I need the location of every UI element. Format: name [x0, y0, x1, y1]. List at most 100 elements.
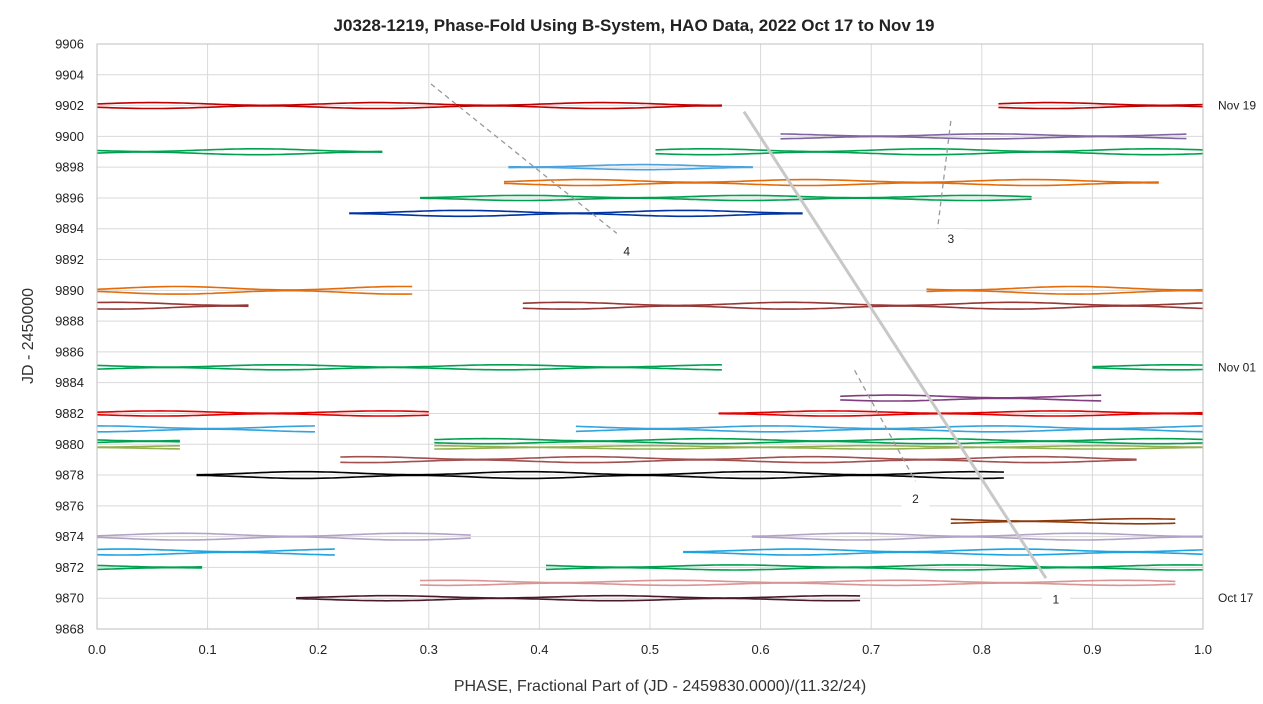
series-strand: [196, 474, 1004, 480]
series-line: [96, 410, 1204, 417]
y-tick-label: 9906: [55, 37, 84, 52]
series-strand: [508, 166, 753, 171]
y-tick-label: 9886: [55, 344, 84, 359]
date-label: Oct 17: [1218, 591, 1254, 605]
series-strand: [1092, 364, 1204, 368]
series-strand: [96, 566, 203, 571]
plot-area: [96, 43, 1204, 630]
series-line: [508, 163, 753, 171]
series-strand: [96, 364, 722, 368]
x-tick-label: 0.0: [88, 642, 106, 657]
series-strand: [296, 594, 861, 599]
x-tick-label: 0.6: [752, 642, 770, 657]
x-tick-label: 0.2: [309, 642, 327, 657]
series-strand: [503, 181, 1159, 187]
series-strand: [340, 459, 1137, 464]
series-strand: [419, 197, 1032, 202]
series-strand: [419, 194, 1032, 199]
series-strand: [96, 536, 471, 541]
y-tick-label: 9892: [55, 252, 84, 267]
x-tick-label: 1.0: [1194, 642, 1212, 657]
series-strand: [575, 428, 1204, 433]
series-line: [419, 579, 1176, 587]
series-line: [96, 564, 1204, 571]
series-strand: [96, 285, 413, 291]
series-line: [340, 455, 1137, 464]
series-strand: [718, 410, 1204, 414]
series-line: [96, 301, 1204, 310]
series-strand: [96, 301, 249, 307]
series-strand: [926, 285, 1204, 291]
series-strand: [683, 548, 1204, 553]
series-strand: [419, 579, 1176, 584]
y-axis-ticks: 9868 9870 9872 9874 9876 9878 9880 9882 9884 9886…: [55, 37, 84, 637]
trend-line-4: [430, 83, 618, 234]
series-line: [296, 594, 861, 602]
series-line: [950, 517, 1176, 525]
annotation-background: [901, 489, 930, 508]
y-tick-label: 9882: [55, 406, 84, 421]
y-tick-label: 9904: [55, 67, 84, 82]
series-line: [419, 194, 1032, 202]
x-tick-label: 0.3: [420, 642, 438, 657]
series-strand: [97, 425, 315, 430]
y-axis-label: JD - 2450000: [20, 288, 37, 384]
series-strand: [545, 566, 1203, 571]
chart-title: J0328-1219, Phase-Fold Using B-System, H…: [334, 16, 935, 35]
series-strand: [655, 151, 1204, 156]
trend-line-3: [936, 120, 952, 229]
x-tick-label: 0.4: [530, 642, 548, 657]
series-strand: [926, 289, 1204, 295]
series-strand: [751, 536, 1204, 541]
annotation-label: 2: [912, 492, 919, 506]
series-strand: [434, 446, 1203, 450]
series-strand: [683, 551, 1204, 556]
series-strand: [655, 148, 1204, 153]
series-strand: [780, 135, 1187, 140]
series-strand: [96, 548, 335, 553]
series-line: [96, 101, 1204, 110]
series-strand: [751, 532, 1204, 538]
series-strand: [96, 366, 722, 371]
series-line: [196, 470, 1004, 480]
x-tick-label: 0.8: [973, 642, 991, 657]
series-line: [840, 394, 1102, 402]
annotation-label: 4: [623, 244, 630, 258]
series-strand: [96, 101, 722, 107]
x-tick-label: 0.1: [199, 642, 217, 657]
series-strand: [434, 440, 1204, 445]
series-strand: [196, 470, 1004, 476]
series-line: [503, 178, 1159, 187]
y-tick-label: 9900: [55, 129, 84, 144]
series-strand: [508, 163, 753, 168]
series-strand: [96, 412, 429, 417]
y-tick-label: 9870: [55, 591, 84, 606]
series-strand: [998, 105, 1204, 110]
series-strand: [96, 151, 383, 156]
gridlines: [96, 43, 1204, 630]
series-strand: [419, 582, 1176, 587]
series-strand: [96, 105, 722, 110]
date-label: Nov 01: [1218, 360, 1256, 374]
annotation-background: [612, 241, 641, 260]
series-strand: [96, 289, 413, 295]
series-strand: [522, 301, 1204, 307]
series-strand: [503, 178, 1159, 184]
series-line: [96, 148, 1204, 156]
x-tick-label: 0.7: [862, 642, 880, 657]
series-strand: [950, 520, 1176, 525]
series-strand: [545, 564, 1204, 568]
y-tick-label: 9884: [55, 375, 84, 390]
series-strand: [96, 148, 383, 153]
series-line: [349, 209, 803, 218]
series-strand: [96, 446, 180, 450]
series-line: [780, 133, 1187, 140]
trend-line-1: [742, 110, 1048, 580]
series-strand: [349, 212, 803, 218]
series-strand: [434, 437, 1204, 442]
series-strand: [96, 551, 335, 556]
series-strand: [340, 455, 1137, 461]
trend-lines: [430, 83, 1048, 580]
series-strand: [97, 428, 315, 433]
y-tick-label: 9898: [55, 160, 84, 175]
